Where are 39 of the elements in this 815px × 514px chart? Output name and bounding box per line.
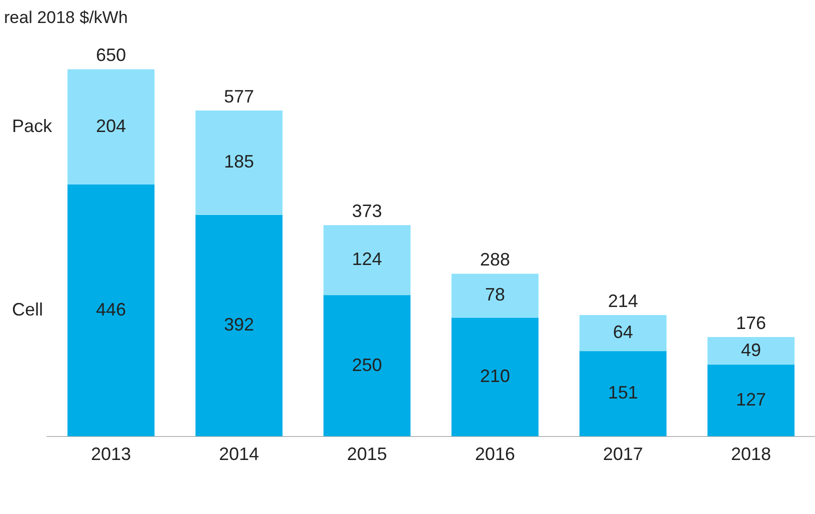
total-label: 650: [96, 45, 126, 66]
data-label: 151: [608, 382, 638, 403]
data-label: 49: [740, 340, 762, 360]
total-label: 577: [224, 86, 254, 106]
data-label: 392: [224, 314, 254, 335]
bar: [323, 295, 411, 436]
bar: [195, 214, 283, 436]
data-label: 78: [484, 284, 506, 305]
data-label: 127: [736, 390, 766, 410]
bar: [67, 69, 155, 184]
total-label: 373: [352, 201, 382, 222]
data-label: 204: [96, 116, 126, 136]
total-label: 288: [480, 250, 510, 270]
y-axis-title: real 2018 $/kWh: [4, 8, 128, 28]
bar: [707, 364, 795, 436]
bar: [323, 225, 411, 296]
data-label: 185: [224, 152, 254, 172]
data-label: 64: [612, 322, 634, 342]
bar: [451, 318, 539, 436]
x-tick-label: 2015: [346, 444, 388, 464]
bar: [707, 336, 795, 365]
x-tick-label: 2013: [90, 444, 132, 464]
series-label: Cell: [12, 299, 44, 320]
bar: [579, 314, 667, 352]
data-label: 446: [96, 299, 126, 320]
data-label: 250: [352, 354, 382, 375]
total-label: 176: [736, 312, 766, 333]
x-tick-label: 2014: [218, 444, 260, 464]
bar: [579, 351, 667, 436]
data-label: 210: [480, 366, 510, 386]
bar: [451, 274, 539, 318]
x-tick-label: 2017: [602, 444, 644, 464]
total-label: 214: [608, 290, 638, 311]
x-tick-label: 2018: [730, 444, 772, 464]
bar: [195, 110, 283, 215]
x-tick-label: 2016: [474, 444, 516, 464]
series-label: Pack: [12, 116, 54, 136]
bar: [67, 184, 155, 436]
data-label: 124: [352, 249, 382, 270]
